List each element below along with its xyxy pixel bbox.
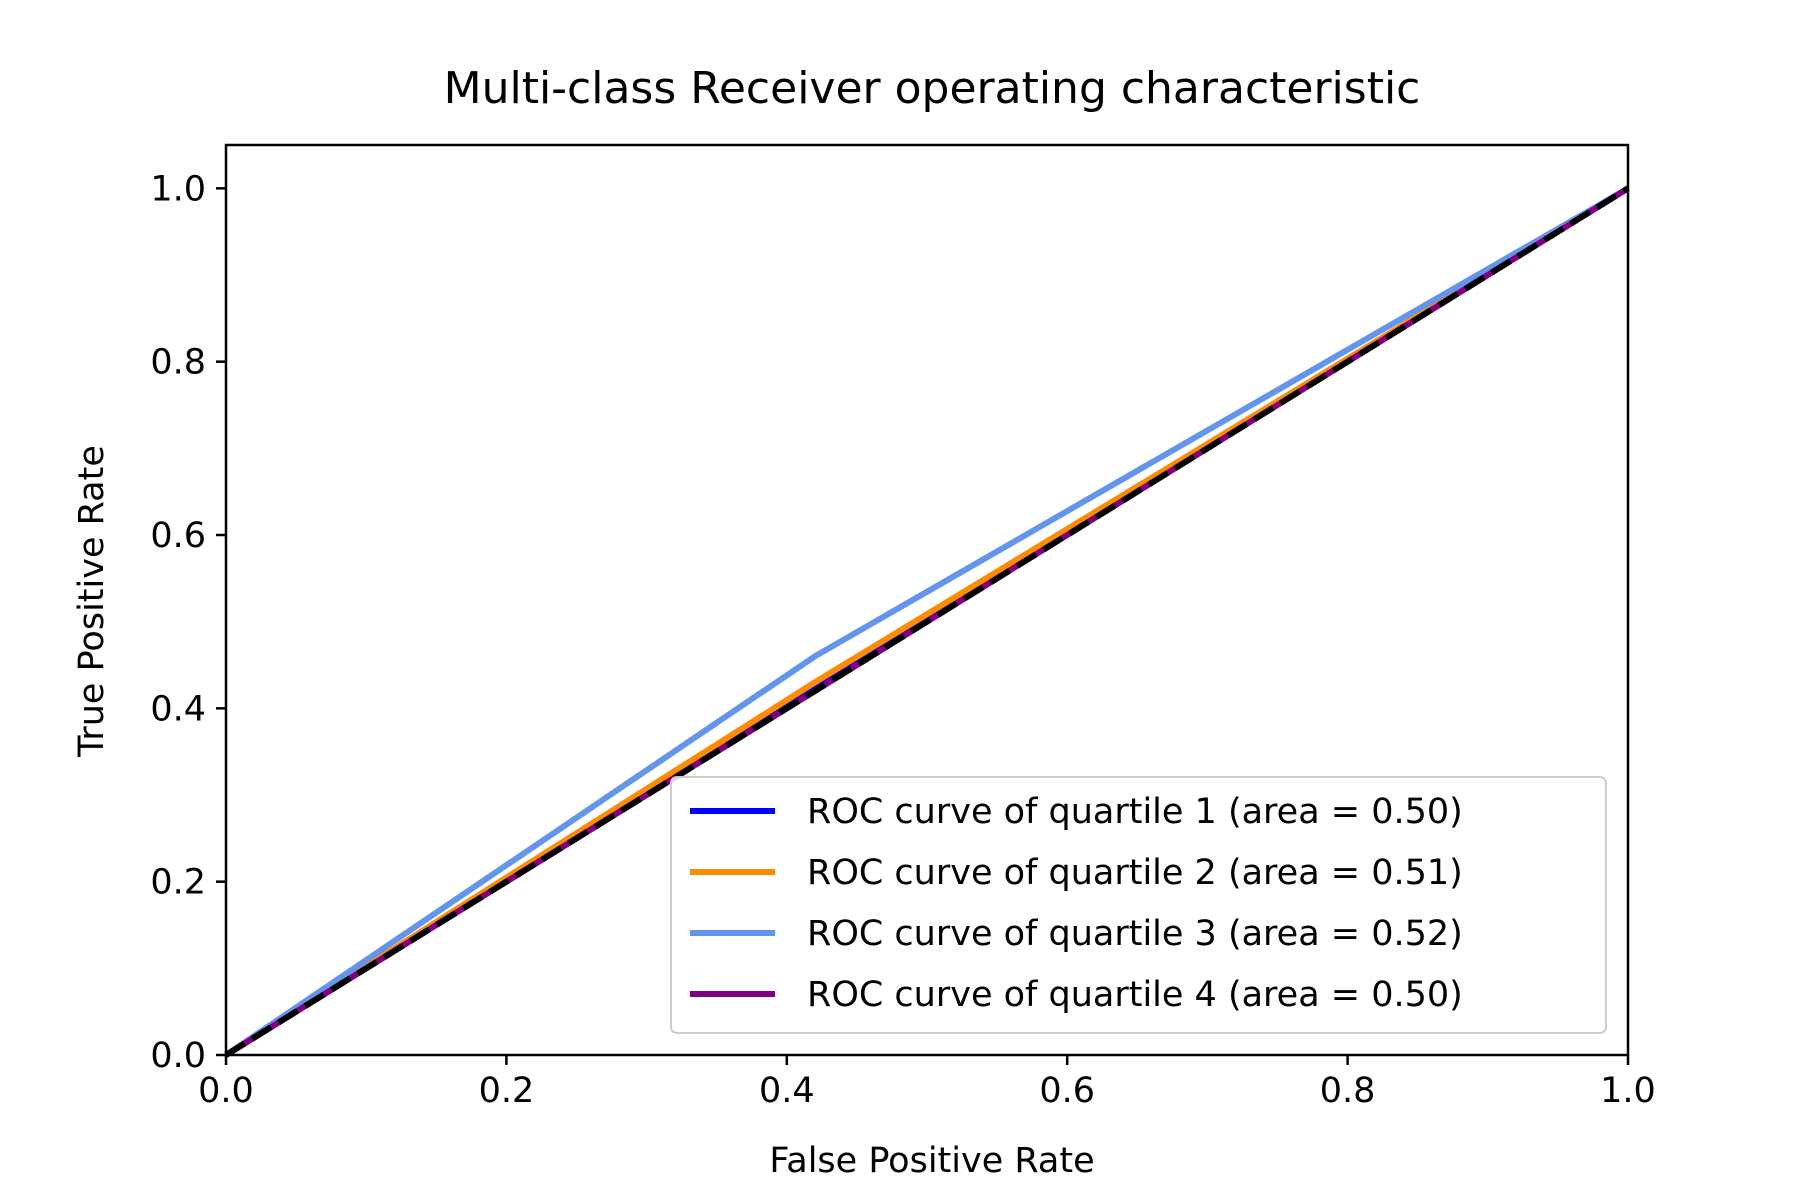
y-tick-label: 1.0 [150,169,206,209]
legend: ROC curve of quartile 1 (area = 0.50) ROC… [670,776,1607,1034]
plot-area [224,143,1630,1058]
x-tick-label: 0.0 [198,1071,254,1111]
legend-label: ROC curve of quartile 2 (area = 0.51) [807,853,1463,893]
legend-label: ROC curve of quartile 3 (area = 0.52) [807,914,1463,954]
reference-diagonal-line [224,185,1630,1058]
x-axis-ticks: 0.0 0.2 0.4 0.6 0.8 1.0 [198,1055,1656,1111]
x-tick-label: 0.6 [1039,1071,1095,1111]
series-line-quartile-3 [224,185,1630,1058]
plot-frame [224,143,1630,1057]
x-tick-label: 1.0 [1600,1071,1656,1111]
legend-label: ROC curve of quartile 1 (area = 0.50) [807,792,1463,832]
y-tick-label: 0.2 [150,863,206,903]
x-tick-label: 0.2 [479,1071,535,1111]
x-tick-label: 0.8 [1320,1071,1376,1111]
y-tick-label: 0.0 [150,1036,206,1076]
y-tick-label: 0.4 [150,689,206,729]
x-axis-label: False Positive Rate [769,1141,1094,1181]
legend-label: ROC curve of quartile 4 (area = 0.50) [807,975,1463,1015]
legend-box [670,776,1607,1034]
x-tick-label: 0.4 [759,1071,815,1111]
y-tick-label: 0.8 [150,343,206,383]
y-axis-ticks: 0.0 0.2 0.4 0.6 0.8 1.0 [150,169,226,1076]
y-tick-label: 0.6 [150,516,206,556]
y-axis-label: True Positive Rate [72,445,112,758]
chart-title: Multi-class Receiver operating character… [444,63,1421,114]
